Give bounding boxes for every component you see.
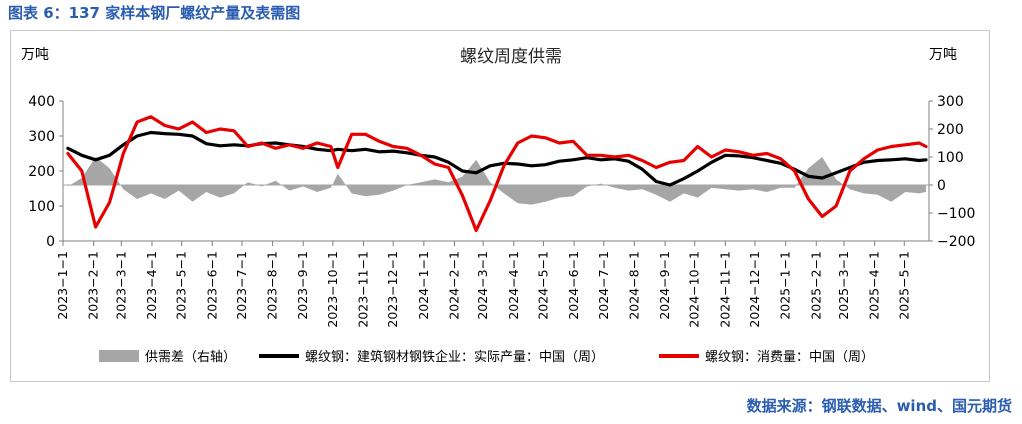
right-tick-label: 200 (937, 122, 964, 138)
x-tick-label: 2023−1−1 (55, 251, 70, 320)
x-tick-label: 2023−7−1 (234, 251, 249, 320)
right-tick-label: −100 (937, 206, 975, 222)
x-tick-label: 2025−1−1 (778, 251, 793, 320)
legend-label-gap: 供需差（右轴） (145, 350, 236, 365)
chart-frame: 螺纹周度供需 万吨 万吨 0 100 200 300 400 −200 −100 0 100 2… (10, 30, 990, 382)
x-tick-label: 2024−7−1 (596, 251, 611, 320)
x-axis: 2023−1−1 2023−2−1 2023−3−1 2023−4−1 2023−5−1… (55, 240, 929, 328)
x-tick-label: 2024−12−1 (747, 251, 762, 328)
series-line-consumption (66, 115, 928, 233)
right-tick-label: 0 (937, 178, 946, 194)
series-lines (66, 115, 928, 233)
legend-label-production: 螺纹钢：建筑钢材钢铁企业：实际产量：中国（周） (305, 349, 604, 365)
x-tick-label: 2023−10−1 (325, 251, 340, 328)
x-tick-label: 2024−11−1 (717, 251, 732, 328)
right-tick-label: 300 (937, 94, 964, 110)
x-tick-label: 2023−9−1 (295, 251, 310, 320)
right-tick-label: 100 (937, 150, 964, 166)
x-tick-label: 2024−10−1 (687, 251, 702, 328)
x-tick-label: 2023−12−1 (385, 251, 400, 328)
chart-title: 螺纹周度供需 (460, 47, 562, 67)
x-tick-label: 2024−4−1 (506, 251, 521, 320)
left-tick-label: 0 (46, 234, 55, 250)
x-tick-label: 2023−11−1 (356, 251, 371, 328)
left-tick-label: 300 (28, 129, 55, 145)
left-tick-label: 200 (28, 164, 55, 180)
right-axis: −200 −100 0 100 200 300 (928, 94, 975, 250)
x-tick-label: 2025−3−1 (836, 251, 851, 320)
x-tick-label: 2025−4−1 (867, 251, 882, 320)
x-tick-label: 2024−6−1 (566, 251, 581, 320)
x-tick-label: 2023−2−1 (86, 251, 101, 320)
x-tick-label: 2024−9−1 (657, 251, 672, 320)
x-tick-label: 2024−5−1 (536, 251, 551, 320)
left-tick-label: 100 (28, 199, 55, 215)
right-tick-label: −200 (937, 234, 975, 250)
x-tick-label: 2024−2−1 (447, 251, 462, 320)
x-tick-label: 2023−6−1 (204, 251, 219, 320)
left-axis: 0 100 200 300 400 (28, 94, 64, 250)
legend-swatch-gap (99, 350, 139, 362)
legend: 供需差（右轴） 螺纹钢：建筑钢材钢铁企业：实际产量：中国（周） 螺纹钢：消费量：… (99, 349, 874, 365)
x-tick-label: 2023−3−1 (113, 251, 128, 320)
x-tick-label: 2025−2−1 (808, 251, 823, 320)
x-tick-label: 2024−1−1 (416, 251, 431, 320)
x-tick-label: 2024−3−1 (475, 251, 490, 320)
x-tick-label: 2024−8−1 (626, 251, 641, 320)
left-axis-unit: 万吨 (21, 47, 49, 63)
x-tick-label: 2023−4−1 (144, 251, 159, 320)
legend-label-consumption: 螺纹钢：消费量：中国（周） (705, 350, 874, 365)
x-tick-label: 2023−8−1 (265, 251, 280, 320)
left-tick-label: 400 (28, 94, 55, 110)
figure-title: 图表 6：137 家样本钢厂螺纹产量及表需图 (8, 4, 301, 22)
chart-svg: 螺纹周度供需 万吨 万吨 0 100 200 300 400 −200 −100 0 100 2… (21, 47, 975, 365)
x-tick-label: 2023−5−1 (174, 251, 189, 320)
data-source: 数据来源：钢联数据、wind、国元期货 (746, 397, 1012, 415)
right-axis-unit: 万吨 (929, 47, 957, 63)
x-tick-label: 2025−5−1 (896, 251, 911, 320)
